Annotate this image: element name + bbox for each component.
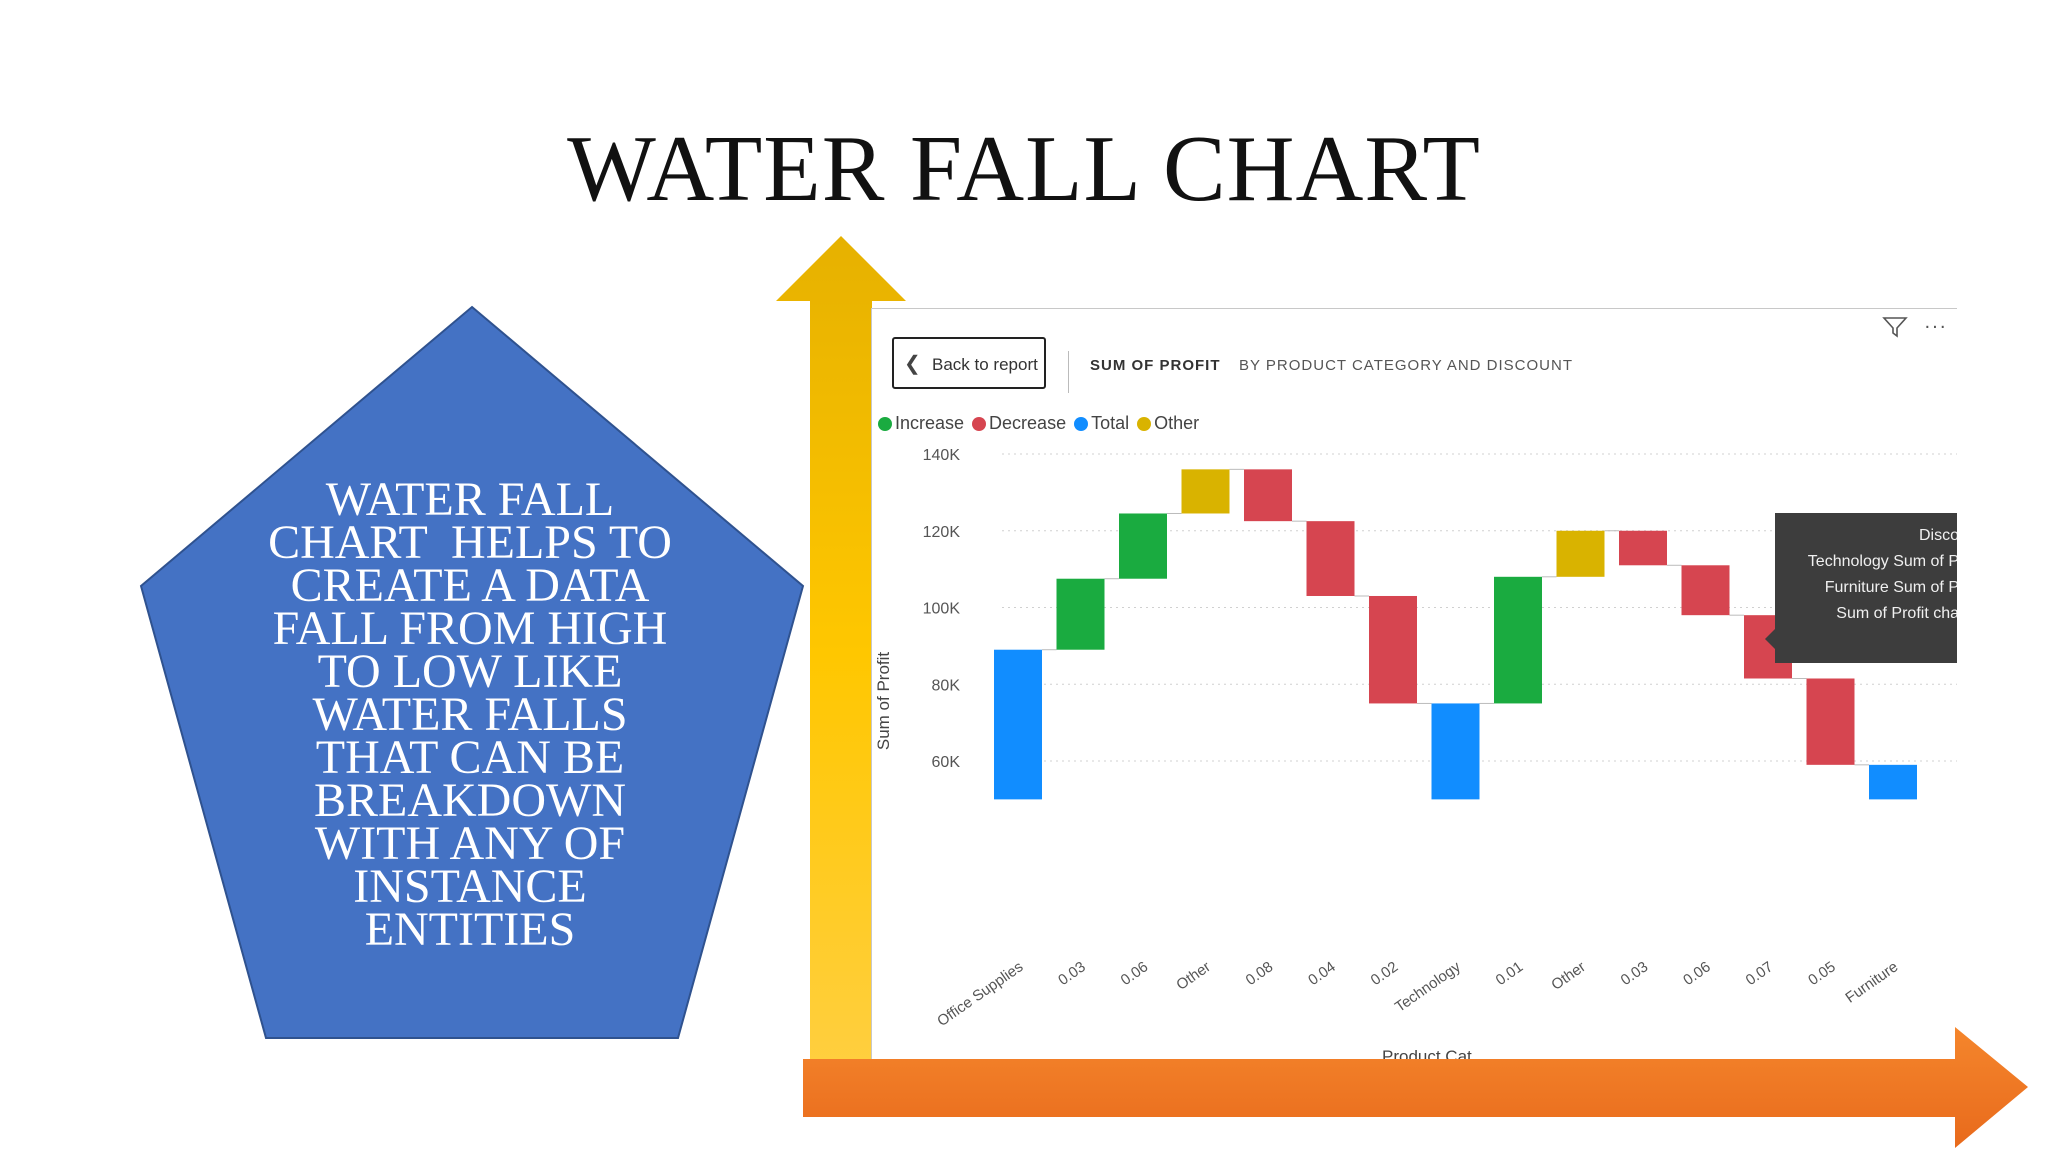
visual-subtitle: BY PRODUCT CATEGORY AND DISCOUNT (1239, 357, 1573, 374)
filter-icon[interactable] (1882, 315, 1909, 339)
back-button-label: Back to report (932, 355, 1038, 374)
bar-decrease (1806, 678, 1855, 765)
bar-decrease (1369, 595, 1417, 704)
x-tick-label: 0.05 (1805, 958, 1839, 989)
x-tick-label: Other (1173, 958, 1213, 993)
y-tick-label: 60K (932, 754, 961, 771)
bar-other (1181, 469, 1230, 514)
bar-total (994, 649, 1042, 800)
legend-dot (1137, 416, 1152, 431)
y-tick-label: 80K (932, 677, 961, 694)
header-separator (1068, 351, 1069, 393)
x-tick-label: 0.06 (1118, 958, 1152, 989)
bar-increase (1119, 513, 1167, 579)
bar-increase (1494, 576, 1542, 704)
horizontal-arrow (803, 1027, 2028, 1148)
legend-item-increase[interactable]: Increase (878, 413, 964, 434)
x-tick-label: 0.04 (1305, 958, 1339, 989)
legend-dot (878, 416, 892, 431)
tooltip-line: Disco (1918, 527, 1957, 544)
legend-label: Other (1154, 413, 1200, 433)
slide-title: WATER FALL CHART (567, 117, 1481, 221)
back-to-report-button[interactable]: ❮ Back to report (892, 337, 1046, 389)
chevron-left-icon: ❮ (904, 353, 921, 375)
legend-label: Decrease (989, 413, 1067, 433)
y-axis-title: Sum of Profit (874, 652, 893, 751)
bar-decrease (1681, 565, 1730, 616)
legend-item-total[interactable]: Total (1074, 413, 1129, 434)
tooltip-pointer (1765, 629, 1775, 649)
y-tick-label: 100K (923, 601, 961, 618)
pentagon-description: WATER FALL CHART HELPS TO CREATE A DATA … (268, 473, 684, 956)
bar-total (1869, 764, 1917, 800)
y-tick-label: 140K (923, 447, 961, 464)
visual-title: SUM OF PROFIT (1090, 357, 1221, 374)
pentagon-shape (139, 305, 805, 1039)
legend-item-other[interactable]: Other (1137, 413, 1199, 434)
tooltip-line: Sum of Profit cha (1836, 605, 1957, 622)
x-tick-label: Technology (1392, 958, 1464, 1016)
x-tick-label: 0.03 (1618, 958, 1652, 989)
vertical-arrow (776, 236, 906, 1072)
x-tick-label: 0.06 (1680, 958, 1714, 989)
bar-total (1431, 703, 1480, 800)
chart-tooltip: Disco Technology Sum of P Furniture Sum of… (1775, 513, 1957, 663)
x-tick-label: Office Supplies (934, 958, 1026, 1030)
legend-label: Total (1091, 413, 1130, 433)
legend-dot (1074, 416, 1089, 431)
x-tick-label: 0.08 (1243, 958, 1277, 989)
report-visual: ❮ Back to report SUM OF PROFIT BY PRODUC… (871, 308, 1957, 1064)
x-tick-label: Furniture (1842, 958, 1901, 1006)
chart-legend: Increase Decrease Total Other (878, 413, 1199, 434)
x-tick-label: 0.02 (1368, 958, 1402, 989)
waterfall-chart: 60K 80K 100K 120K 140K Sum of Profit Office Su… (874, 447, 1957, 1030)
y-tick-label: 120K (923, 524, 961, 541)
x-tick-label: Other (1548, 958, 1588, 993)
legend-item-decrease[interactable]: Decrease (972, 413, 1066, 434)
bar-decrease (1619, 530, 1667, 566)
bar-decrease (1244, 469, 1292, 522)
x-tick-label: 0.07 (1743, 958, 1777, 989)
bar-increase (1056, 578, 1105, 650)
x-tick-label: 0.03 (1055, 958, 1089, 989)
tooltip-line: Furniture Sum of P (1824, 579, 1957, 596)
legend-dot (972, 416, 987, 431)
more-options-icon[interactable]: ··· (1924, 315, 1947, 338)
visual-toolbar: ··· (1882, 315, 1947, 339)
bar-other (1556, 530, 1605, 577)
tooltip-line: Technology Sum of P (1807, 553, 1957, 570)
x-tick-label: 0.01 (1493, 958, 1527, 989)
bar-decrease (1306, 521, 1355, 596)
legend-label: Increase (895, 413, 965, 433)
